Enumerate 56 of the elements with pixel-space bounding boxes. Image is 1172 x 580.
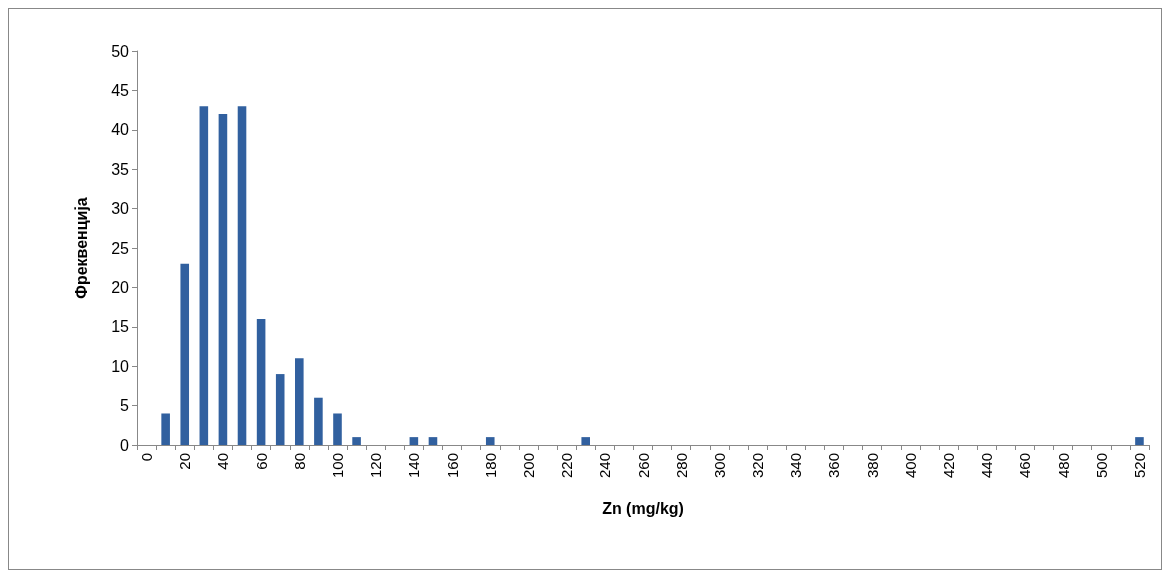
bar [237, 106, 247, 445]
bar [485, 437, 495, 445]
x-tick-label: 100 [328, 453, 346, 479]
x-tick-label: 220 [558, 453, 576, 479]
x-tick-label: 60 [252, 453, 270, 470]
bar [409, 437, 419, 445]
bar [1135, 437, 1144, 445]
bar [199, 106, 209, 445]
y-tick-label: 15 [111, 318, 130, 336]
x-tick-label: 180 [481, 453, 499, 479]
x-tick-label: 320 [749, 453, 767, 479]
bar [581, 437, 591, 445]
x-tick-label: 520 [1130, 453, 1148, 479]
x-tick-label: 160 [443, 453, 461, 479]
y-tick-label: 50 [111, 42, 130, 60]
x-tick-label: 300 [710, 453, 728, 479]
x-tick-label: 340 [787, 453, 805, 479]
bar [295, 358, 304, 445]
bar [352, 437, 361, 445]
x-tick-label: 120 [367, 453, 385, 479]
y-tick-label: 5 [120, 397, 130, 415]
y-tick-label: 10 [111, 357, 130, 375]
x-tick-label: 280 [672, 453, 690, 479]
x-tick-label: 400 [901, 453, 919, 479]
y-axis-title: Фреквенција [72, 197, 90, 299]
x-tick-label: 200 [519, 453, 537, 479]
bar [333, 413, 342, 445]
x-tick-label: 0 [138, 453, 156, 462]
x-axis-title: Zn (mg/kg) [602, 499, 684, 517]
x-tick-label: 240 [596, 453, 614, 479]
y-tick-label: 0 [120, 436, 130, 454]
bar [428, 437, 438, 445]
bar [218, 114, 228, 445]
y-tick-label: 40 [111, 121, 130, 139]
y-tick-label: 25 [111, 239, 130, 257]
y-tick-label: 20 [111, 278, 130, 296]
x-tick-label: 260 [634, 453, 652, 479]
x-tick-label: 40 [214, 453, 232, 470]
y-tick-label: 45 [111, 81, 130, 99]
x-tick-label: 440 [978, 453, 996, 479]
y-tick-label: 30 [111, 200, 130, 218]
bar [275, 374, 285, 445]
x-tick-label: 460 [1016, 453, 1034, 479]
y-tick-label: 35 [111, 160, 130, 178]
x-tick-label: 380 [863, 453, 881, 479]
x-tick-label: 480 [1054, 453, 1072, 479]
x-tick-label: 420 [940, 453, 958, 479]
bar [314, 397, 323, 445]
x-tick-label: 140 [405, 453, 423, 479]
x-tick-label: 80 [290, 453, 308, 470]
bar [161, 413, 170, 445]
x-tick-label: 20 [176, 453, 194, 470]
bar [180, 263, 190, 445]
x-tick-label: 500 [1092, 453, 1110, 479]
bar [256, 318, 266, 445]
x-tick-label: 360 [825, 453, 843, 479]
